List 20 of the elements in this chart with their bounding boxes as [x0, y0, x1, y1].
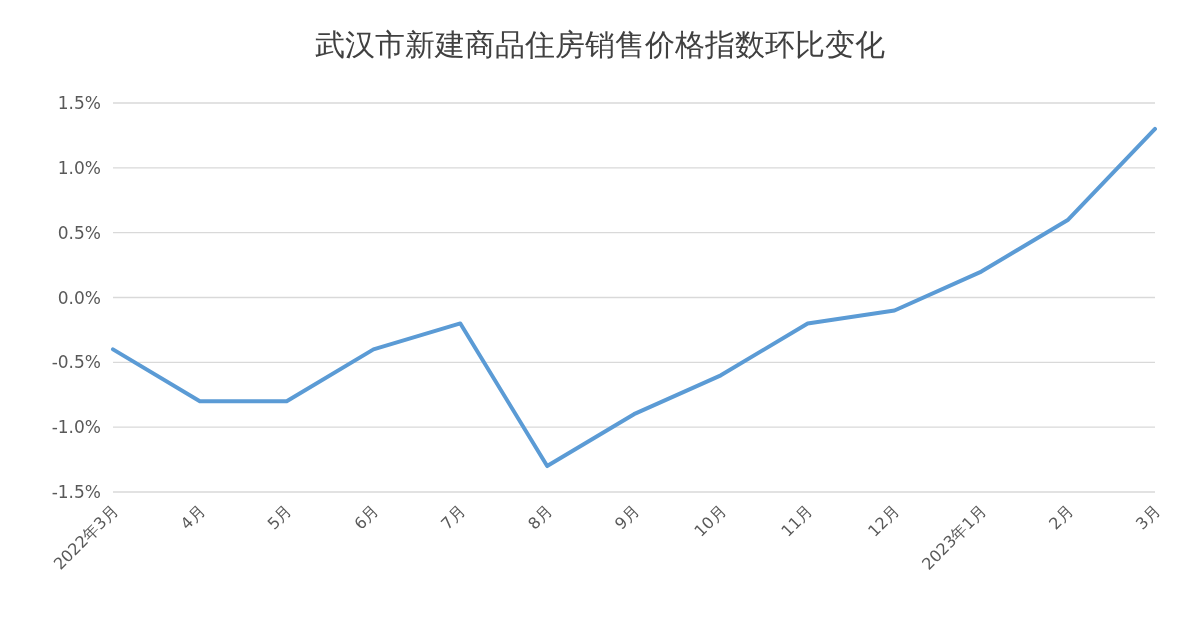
- x-tick-label: 3月: [1131, 501, 1164, 534]
- y-tick-label: 1.5%: [57, 93, 101, 113]
- chart-title: 武汉市新建商品住房销售价格指数环比变化: [315, 27, 885, 62]
- x-tick-label: 7月: [437, 501, 470, 534]
- x-tick-label: 12月: [864, 501, 904, 541]
- line-series: [111, 126, 1157, 469]
- y-tick-label: 1.0%: [57, 157, 101, 178]
- x-tick-label: 10月: [690, 501, 730, 541]
- y-tick-label: -1.5%: [51, 482, 101, 502]
- y-tick-label: -0.5%: [51, 352, 101, 373]
- x-tick-label: 6月: [350, 501, 383, 534]
- x-tick-label: 9月: [610, 501, 643, 534]
- x-tick-label: 5月: [263, 501, 296, 534]
- x-tick-label: 8月: [524, 501, 556, 534]
- y-tick-label: -1.0%: [51, 417, 101, 438]
- y-tick-label: 0.0%: [57, 287, 101, 308]
- x-tick-label: 4月: [176, 501, 209, 534]
- x-tick-label: 2月: [1045, 501, 1077, 534]
- x-tick-label: 11月: [777, 501, 817, 541]
- y-tick-label: 0.5%: [57, 222, 101, 243]
